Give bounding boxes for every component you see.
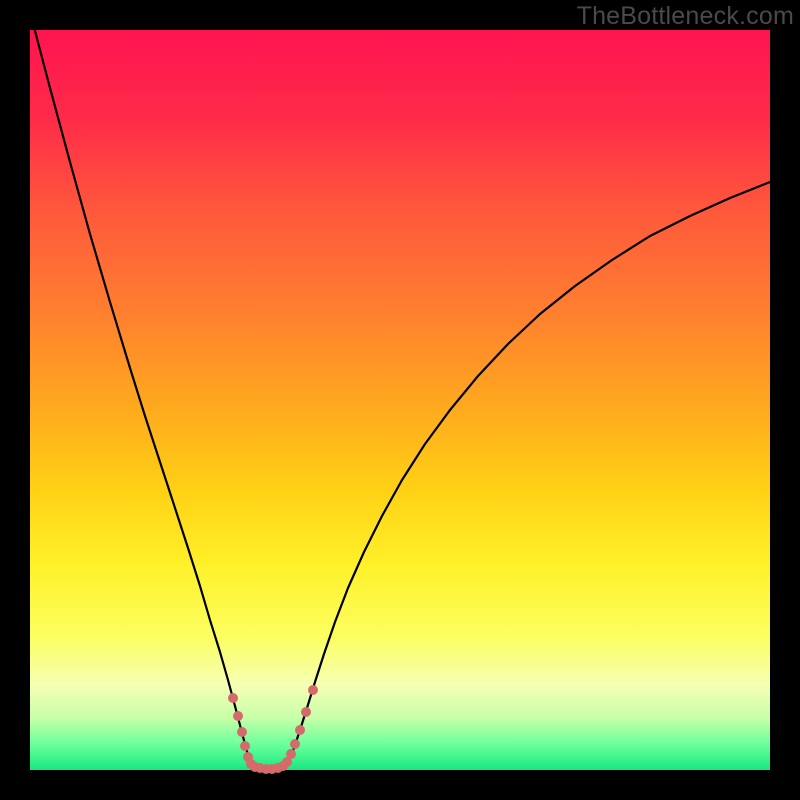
trough-marker	[237, 727, 247, 737]
plot-area	[30, 30, 770, 770]
chart-svg	[30, 30, 770, 770]
trough-marker	[240, 741, 250, 751]
trough-marker	[290, 739, 300, 749]
trough-marker	[233, 711, 243, 721]
trough-marker	[301, 707, 311, 717]
watermark-text: TheBottleneck.com	[577, 2, 794, 31]
trough-marker	[286, 749, 296, 759]
trough-marker	[295, 725, 305, 735]
trough-marker	[228, 693, 238, 703]
trough-marker	[308, 685, 318, 695]
